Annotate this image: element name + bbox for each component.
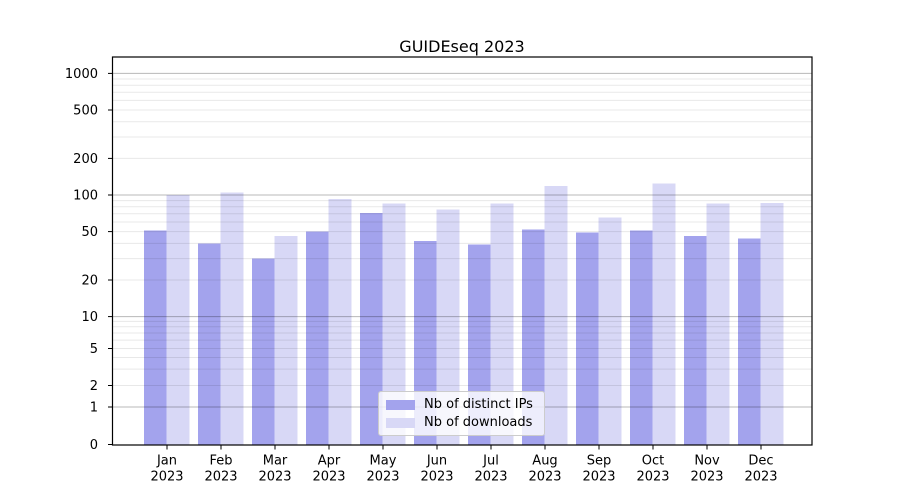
bar-nb-of-distinct-ips-feb	[198, 243, 221, 445]
x-tick-label: Dec 2023	[744, 454, 777, 485]
y-tick-label: 5	[90, 342, 98, 357]
bar-nb-of-downloads-may	[382, 203, 406, 445]
chart-title: GUIDEseq 2023	[399, 37, 525, 56]
bar-nb-of-distinct-ips-may	[360, 213, 383, 445]
y-tick-label: 200	[73, 152, 98, 167]
bar-nb-of-distinct-ips-apr	[306, 231, 329, 445]
bar-nb-of-downloads-nov	[706, 203, 730, 445]
legend-swatch-downloads	[386, 417, 415, 428]
bar-nb-of-downloads-jun	[436, 209, 460, 445]
bar-nb-of-distinct-ips-sep	[576, 232, 599, 445]
x-tick-label: Oct 2023	[636, 454, 669, 485]
bar-nb-of-downloads-jul	[490, 203, 514, 445]
bar-nb-of-distinct-ips-dec	[738, 238, 761, 445]
x-tick-label: Nov 2023	[690, 454, 723, 485]
bar-nb-of-downloads-dec	[760, 203, 784, 445]
legend-item-downloads: Nb of downloads	[386, 416, 544, 430]
x-tick-label: Mar 2023	[258, 454, 291, 485]
y-tick-label: 10	[81, 310, 98, 325]
y-tick-label: 100	[73, 189, 98, 204]
bar-nb-of-distinct-ips-oct	[630, 230, 653, 445]
bar-nb-of-downloads-oct	[652, 183, 676, 445]
bar-nb-of-distinct-ips-nov	[684, 236, 707, 445]
x-tick-label: Jul 2023	[474, 454, 507, 485]
bar-nb-of-downloads-jan	[166, 195, 190, 445]
bar-nb-of-downloads-feb	[220, 192, 244, 445]
legend-swatch-distinct-ips	[386, 399, 415, 410]
x-tick-label: Apr 2023	[312, 454, 345, 485]
y-tick-label: 1	[90, 401, 98, 416]
y-tick-label: 500	[73, 104, 98, 119]
legend: Nb of distinct IPs Nb of downloads	[378, 391, 545, 436]
x-tick-label: Aug 2023	[528, 454, 561, 485]
bar-nb-of-downloads-aug	[544, 185, 568, 445]
bar-nb-of-distinct-ips-jan	[144, 230, 167, 445]
legend-label-distinct-ips: Nb of distinct IPs	[424, 397, 533, 412]
legend-item-distinct-ips: Nb of distinct IPs	[386, 398, 544, 412]
bar-nb-of-distinct-ips-aug	[522, 229, 545, 445]
plot-border	[111, 56, 813, 446]
legend-label-downloads: Nb of downloads	[424, 415, 533, 430]
y-tick-label: 0	[90, 438, 98, 453]
x-tick-label: Jun 2023	[420, 454, 453, 485]
x-tick-label: Sep 2023	[582, 454, 615, 485]
bar-nb-of-distinct-ips-mar	[252, 258, 275, 445]
x-tick-label: May 2023	[366, 454, 399, 485]
y-tick-label: 2	[90, 379, 98, 394]
x-tick-label: Feb 2023	[204, 454, 237, 485]
bar-nb-of-downloads-apr	[328, 198, 352, 445]
bar-nb-of-downloads-sep	[598, 217, 622, 445]
y-tick-label: 20	[81, 274, 98, 289]
y-tick-label: 1000	[65, 67, 98, 82]
bar-nb-of-downloads-mar	[274, 236, 298, 445]
y-tick-label: 50	[81, 225, 98, 240]
x-tick-label: Jan 2023	[150, 454, 183, 485]
